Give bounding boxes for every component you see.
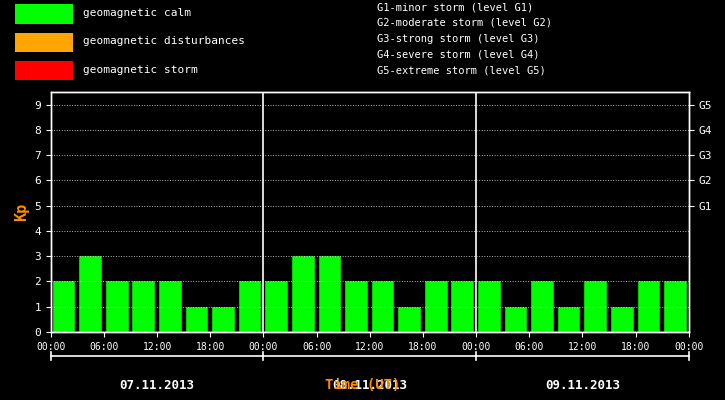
- Bar: [531, 282, 554, 332]
- Bar: [265, 282, 288, 332]
- Text: G5-extreme storm (level G5): G5-extreme storm (level G5): [377, 65, 546, 75]
- Bar: [611, 307, 634, 332]
- Bar: [505, 307, 527, 332]
- Bar: [452, 282, 474, 332]
- Bar: [478, 282, 501, 332]
- Text: 07.11.2013: 07.11.2013: [120, 379, 194, 392]
- Bar: [133, 282, 155, 332]
- Bar: [159, 282, 182, 332]
- Bar: [398, 307, 421, 332]
- Bar: [79, 256, 102, 332]
- Text: Time (UT): Time (UT): [325, 378, 400, 392]
- Y-axis label: Kp: Kp: [14, 203, 29, 221]
- Bar: [239, 282, 262, 332]
- Text: G3-strong storm (level G3): G3-strong storm (level G3): [377, 34, 539, 44]
- Bar: [106, 282, 128, 332]
- Text: G1-minor storm (level G1): G1-minor storm (level G1): [377, 2, 534, 12]
- Bar: [292, 256, 315, 332]
- Text: 08.11.2013: 08.11.2013: [332, 379, 407, 392]
- Bar: [186, 307, 208, 332]
- Bar: [664, 282, 687, 332]
- Text: G2-moderate storm (level G2): G2-moderate storm (level G2): [377, 18, 552, 28]
- Bar: [212, 307, 235, 332]
- Bar: [425, 282, 447, 332]
- Bar: [345, 282, 368, 332]
- Text: geomagnetic disturbances: geomagnetic disturbances: [83, 36, 245, 46]
- Bar: [637, 282, 660, 332]
- FancyBboxPatch shape: [14, 4, 72, 24]
- Bar: [372, 282, 394, 332]
- Text: G4-severe storm (level G4): G4-severe storm (level G4): [377, 50, 539, 60]
- FancyBboxPatch shape: [14, 32, 72, 52]
- Text: 09.11.2013: 09.11.2013: [545, 379, 620, 392]
- Bar: [584, 282, 607, 332]
- Text: geomagnetic storm: geomagnetic storm: [83, 64, 198, 74]
- Bar: [53, 282, 75, 332]
- FancyBboxPatch shape: [14, 61, 72, 80]
- Bar: [558, 307, 581, 332]
- Text: geomagnetic calm: geomagnetic calm: [83, 8, 191, 18]
- Bar: [318, 256, 341, 332]
